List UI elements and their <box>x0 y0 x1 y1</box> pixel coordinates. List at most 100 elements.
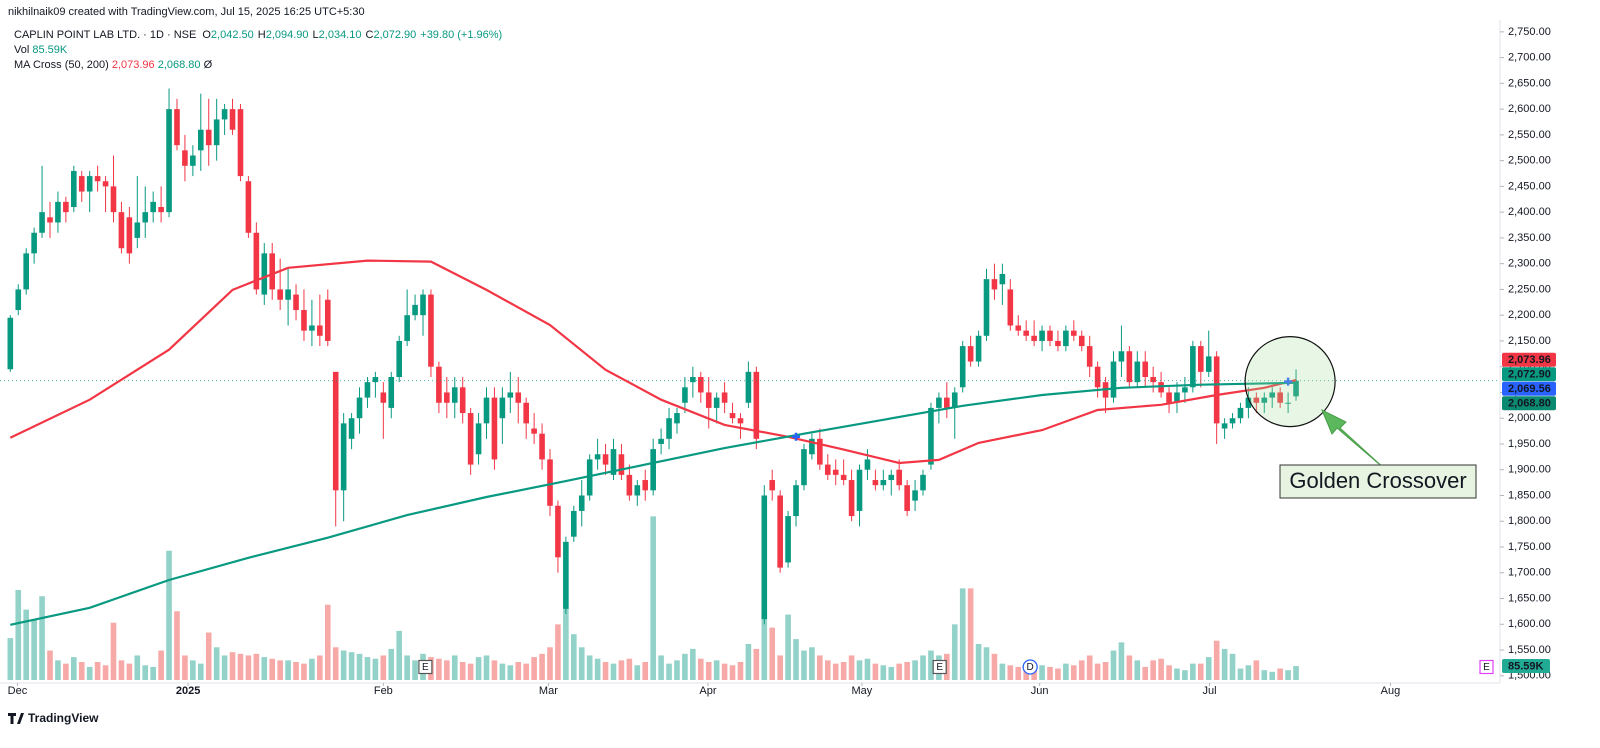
candle-body <box>634 485 641 496</box>
footer: TradingView <box>8 711 99 725</box>
candle-body <box>1047 330 1053 341</box>
volume-bar <box>817 655 823 680</box>
volume-bar <box>761 612 768 680</box>
volume-bar <box>1094 663 1101 680</box>
candle-body <box>412 304 418 316</box>
y-tick-label: 2,650.00 <box>1508 77 1551 89</box>
candle-body <box>793 485 799 517</box>
event-marker <box>1022 659 1038 675</box>
candle-body <box>539 433 545 460</box>
candle-body <box>729 413 736 419</box>
candle-body <box>356 397 363 419</box>
volume-bar <box>571 634 577 680</box>
volume-bar <box>586 655 593 680</box>
x-tick-label: Dec <box>8 685 28 697</box>
label: MA Cross (50, 200) <box>14 59 109 71</box>
candle-body <box>63 201 69 213</box>
volume-bar <box>713 660 720 680</box>
candle-body <box>182 150 188 166</box>
candle-body <box>166 109 172 213</box>
candle-body <box>936 397 942 408</box>
header: nikhilnaik09 created with TradingView.co… <box>8 6 365 18</box>
ohlc-key: H <box>258 29 266 41</box>
volume-bar <box>459 662 466 680</box>
volume-bar <box>1245 665 1252 680</box>
volume-bar <box>158 650 164 680</box>
volume-bar <box>1015 666 1022 680</box>
label: Vol <box>14 44 29 56</box>
candle-body <box>47 217 53 223</box>
volume-bar <box>412 660 418 680</box>
value: 85.59K <box>32 44 68 56</box>
candle-body <box>1142 361 1149 377</box>
candle-body <box>158 207 164 213</box>
y-tick-label: 2,600.00 <box>1508 103 1551 115</box>
candle-body <box>364 382 371 398</box>
footer-text: TradingView <box>28 711 99 725</box>
ohlc-key: C <box>365 29 373 41</box>
candle-body <box>134 222 141 238</box>
candle-body <box>1261 397 1268 403</box>
volume-bar <box>1023 668 1029 680</box>
volume-bar <box>848 655 855 680</box>
volume-bar <box>983 647 990 680</box>
volume-bar <box>991 653 998 680</box>
y-tick-label: 2,400.00 <box>1508 206 1551 218</box>
volume-bar <box>1293 665 1299 680</box>
y-tick-label: 1,800.00 <box>1508 515 1551 527</box>
volume-bar <box>999 663 1006 680</box>
volume-bar <box>1261 670 1268 680</box>
candle-body <box>1039 330 1045 341</box>
volume-bar <box>47 650 53 680</box>
volume-bar <box>102 665 109 680</box>
candle-body <box>309 325 315 331</box>
volume-bar <box>1190 663 1196 680</box>
candle-body <box>840 474 847 481</box>
volume-bar <box>237 653 244 680</box>
candle-body <box>832 469 839 475</box>
volume-bar <box>547 647 553 680</box>
candle-body <box>928 407 934 465</box>
event-marker <box>418 659 433 675</box>
candle-body <box>761 495 768 620</box>
volume-bar <box>396 630 403 680</box>
candle-body <box>237 109 244 177</box>
candle-body <box>229 109 236 130</box>
candle-body <box>110 186 117 213</box>
candle-body <box>277 289 283 300</box>
ohlc-value: 2,042.50 <box>211 29 254 41</box>
volume-bar <box>174 611 180 680</box>
volume-bar <box>39 596 45 680</box>
candle-body <box>888 474 895 481</box>
candle-body <box>682 387 688 403</box>
volume-bar <box>1285 670 1291 680</box>
ma-legend: MA Cross (50, 200) 2,073.96 2,068.80 Ø <box>14 59 213 71</box>
y-tick-label: 1,550.00 <box>1508 644 1551 656</box>
candle-body <box>340 423 347 491</box>
candle-body <box>94 176 101 182</box>
price-label-box <box>1502 381 1556 396</box>
y-tick-label: 2,150.00 <box>1508 335 1551 347</box>
volume-bar <box>1110 650 1117 680</box>
candle-body <box>618 454 625 475</box>
volume-bar <box>666 663 672 680</box>
candle-body <box>745 371 752 403</box>
volume-bar <box>975 644 982 680</box>
candle-body <box>1094 366 1101 388</box>
candle-body <box>467 413 474 465</box>
volume-bar <box>1253 660 1260 680</box>
x-tick-label: Jul <box>1202 685 1216 697</box>
candle-body <box>721 392 728 403</box>
volume-bar <box>348 652 355 680</box>
value: 2,073.96 <box>112 59 155 71</box>
volume-bar <box>1102 662 1109 680</box>
x-tick-label: Aug <box>1381 685 1401 697</box>
change: +39.80 (+1.96%) <box>420 29 502 41</box>
candle-body <box>1197 346 1204 372</box>
volume-bar <box>317 655 323 680</box>
y-tick-label: 2,300.00 <box>1508 258 1551 270</box>
volume-bar <box>824 660 831 680</box>
candle-body <box>221 109 228 120</box>
candle-body <box>174 109 180 146</box>
